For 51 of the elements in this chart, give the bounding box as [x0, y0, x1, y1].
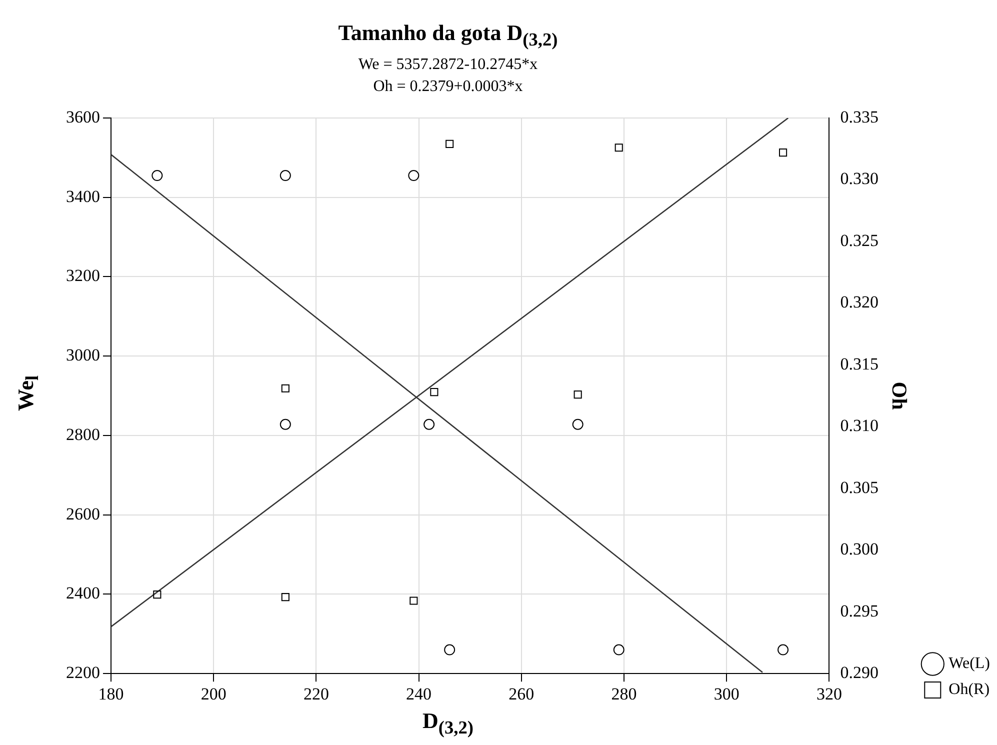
x-tick-label: 220 [303, 684, 329, 704]
point [280, 418, 291, 430]
y2-tick-label: 0.335 [840, 107, 878, 126]
y2-axis-title: Oh [888, 382, 912, 410]
text: We = 5357.2872-10.2745*x [357, 56, 539, 74]
y2-tick-label: 0.320 [840, 292, 878, 312]
point [152, 170, 163, 182]
x-tick-label: 320 [816, 684, 842, 704]
y2-tick-label: 0.300 [840, 540, 878, 559]
point [778, 148, 788, 157]
point [424, 418, 435, 430]
point [153, 590, 162, 599]
y2-tick-label: 0.295 [840, 601, 878, 620]
y2-tick-label: 0.310 [840, 416, 878, 436]
point [778, 644, 789, 656]
x-tick-label: 300 [714, 684, 740, 704]
y2-tick-label: 0.290 [840, 663, 878, 682]
x-tick-label: 280 [611, 684, 637, 704]
y-tick-label: 3200 [66, 266, 100, 286]
point [430, 388, 438, 396]
point [574, 390, 582, 399]
x-tick-label: 180 [98, 684, 124, 704]
legend-label: Oh(R) [948, 681, 990, 698]
point [280, 170, 291, 182]
y-tick-label: 2400 [66, 584, 100, 603]
y-tick-label: 3600 [66, 107, 100, 126]
x-tick-label: 240 [406, 684, 432, 704]
point [408, 170, 420, 182]
legend-label: We(L) [948, 655, 990, 672]
y-tick-label: 3000 [66, 346, 100, 365]
point [410, 596, 418, 605]
x-tick-label: 200 [200, 684, 226, 704]
y-tick-label: 2600 [66, 504, 100, 524]
y-tick-label: 3400 [66, 186, 100, 206]
y2-tick-label: 0.325 [840, 230, 878, 250]
y-tick-label: 2800 [66, 424, 100, 444]
point [281, 384, 290, 392]
x-tick-label: 260 [508, 684, 534, 704]
point [614, 144, 623, 152]
y-tick-label: 2200 [66, 663, 100, 682]
y2-tick-label: 0.315 [840, 354, 878, 374]
text: Oh = 0.2379+0.0003*x [372, 78, 524, 96]
point [446, 140, 454, 148]
point [281, 593, 290, 602]
point [572, 418, 584, 430]
x-axis-title: D$_{(3,2)}$ [421, 708, 474, 738]
point [613, 644, 624, 656]
y2-tick-label: 0.305 [840, 478, 878, 497]
y2-tick-label: 0.330 [840, 169, 878, 188]
point [444, 644, 456, 656]
chart-title: Tamanho da gota D$_{(3,2)}$ [337, 20, 559, 50]
